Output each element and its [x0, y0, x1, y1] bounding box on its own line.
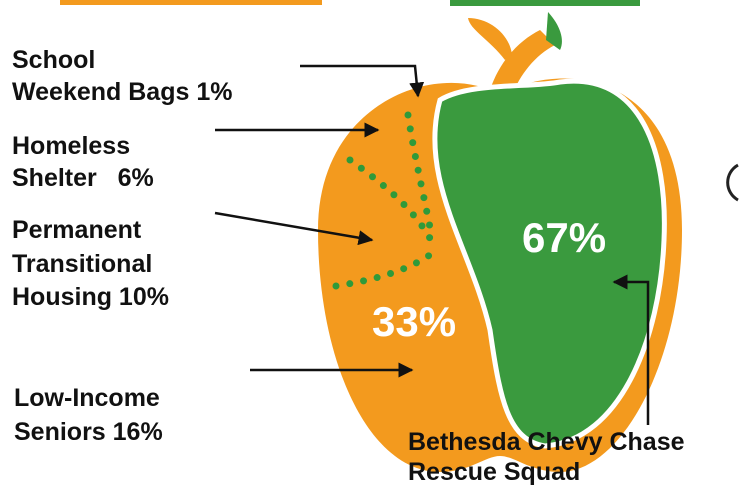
- arrow: [214, 211, 374, 246]
- divider-dots: [332, 248, 438, 290]
- divider-dots: [346, 156, 436, 246]
- orange-share: 33%: [372, 298, 456, 345]
- label-line: Low-Income: [14, 384, 160, 412]
- top-orange-strip: [60, 0, 322, 5]
- apple-stem-tip: [546, 12, 562, 50]
- label-line: Seniors 16%: [14, 418, 163, 446]
- green-share: 67%: [522, 214, 606, 261]
- label-line: Weekend Bags 1%: [12, 78, 232, 106]
- apple-leaf: [468, 18, 512, 60]
- label-line: Bethesda Chevy Chase: [408, 428, 685, 456]
- apple-stem: [490, 30, 555, 95]
- top-green-strip: [450, 0, 640, 6]
- label-line: Homeless: [12, 132, 130, 160]
- arrow: [612, 274, 650, 425]
- label-line: Rescue Squad: [408, 458, 580, 485]
- label-line: Housing 10%: [12, 283, 169, 311]
- label-line: Permanent: [12, 216, 142, 244]
- apple-green: [432, 78, 667, 449]
- divider-dots: [404, 111, 436, 242]
- label-line: Shelter 6%: [12, 164, 154, 192]
- arrow: [300, 64, 425, 98]
- label-line: School: [12, 46, 95, 74]
- label-line: Transitional: [12, 250, 152, 278]
- edge-arc: [726, 163, 739, 202]
